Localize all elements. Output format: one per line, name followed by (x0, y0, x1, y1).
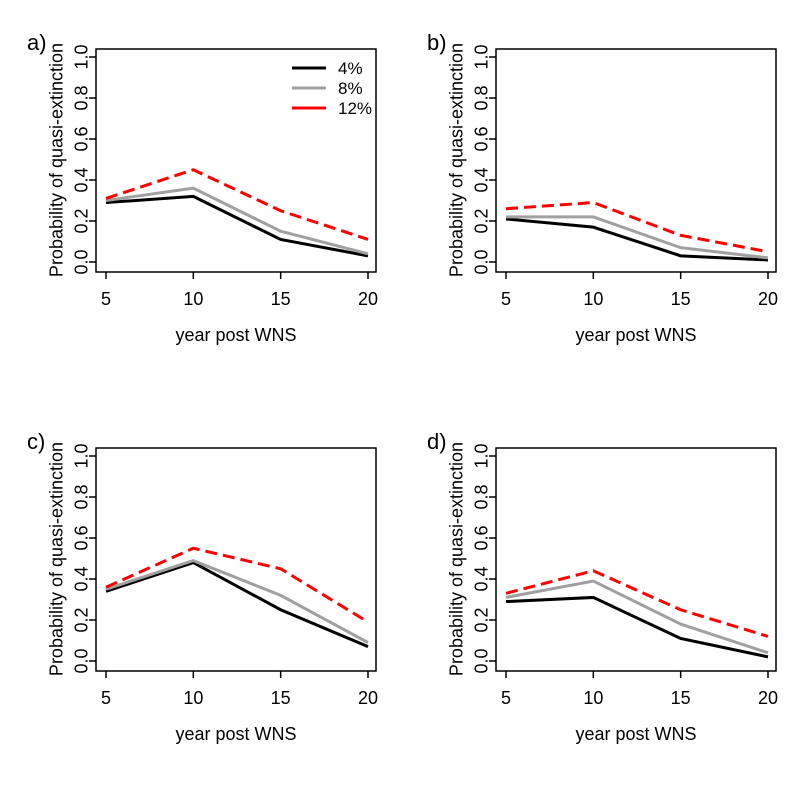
series-line-8pct (105, 558, 369, 644)
y-tick-label: 0.4 (71, 167, 91, 192)
y-tick-label: 1.0 (471, 443, 491, 468)
y-axis-title: Probability of quasi-extinction (446, 441, 467, 677)
x-axis-title: year post WNS (175, 724, 297, 744)
panel-d-plot-canvas: 5 10 15 20 0.0 0.2 0.4 0.6 0.8 1.0 (471, 443, 778, 708)
series-line-8pct (105, 186, 369, 256)
y-axis-title: Probability of quasi-extinction (46, 42, 67, 278)
panel-a-plot-canvas: 5 10 15 20 0.0 0.2 0.4 0.6 0.8 1.0 4%8%12% (71, 44, 378, 309)
legend-label-12pct: 12% (338, 99, 372, 118)
panel-label: c) (27, 429, 46, 454)
series-line-8pct (506, 215, 769, 260)
series-line-12pct (505, 201, 769, 254)
y-tick-label: 0.0 (71, 249, 91, 274)
plot-box (95, 447, 377, 672)
x-tick-label: 5 (501, 688, 511, 708)
x-tick-label: 15 (671, 289, 691, 309)
panel-c: 5 10 15 20 0.0 0.2 0.4 0.6 0.8 1.0 c) Probability… (0, 399, 400, 798)
y-tick-label: 0.8 (471, 85, 491, 110)
series-line-4pct (505, 595, 769, 659)
x-tick-label: 20 (758, 289, 778, 309)
x-tick-label: 10 (583, 289, 603, 309)
series-line-12pct (505, 569, 769, 638)
y-tick-label: 0.4 (471, 566, 491, 591)
legend-label-8pct: 8% (338, 79, 363, 98)
y-axis-title: Probability of quasi-extinction (46, 441, 67, 677)
y-tick-label: 0.6 (71, 525, 91, 550)
panel-d: 5 10 15 20 0.0 0.2 0.4 0.6 0.8 1.0 d) Probability… (400, 399, 800, 798)
y-tick-label: 0.8 (71, 85, 91, 110)
y-tick-label: 0.6 (471, 525, 491, 550)
x-tick-label: 20 (758, 688, 778, 708)
y-tick-label: 0.2 (71, 607, 91, 632)
panel-label: b) (427, 30, 447, 55)
x-tick-label: 10 (183, 289, 203, 309)
x-tick-label: 20 (358, 688, 378, 708)
y-tick-label: 0.8 (471, 484, 491, 509)
y-tick-label: 1.0 (471, 44, 491, 69)
x-tick-label: 15 (271, 289, 291, 309)
y-tick-label: 0.0 (471, 249, 491, 274)
panel-b-plot-canvas: 5 10 15 20 0.0 0.2 0.4 0.6 0.8 1.0 (471, 44, 778, 309)
y-axis-title: Probability of quasi-extinction (446, 42, 467, 278)
y-tick-label: 0.6 (471, 126, 491, 151)
plot-box (495, 48, 777, 273)
series-line-12pct (105, 168, 369, 241)
panel-b: 5 10 15 20 0.0 0.2 0.4 0.6 0.8 1.0 b) Probability… (400, 0, 800, 399)
x-tick-label: 15 (671, 688, 691, 708)
x-tick-label: 10 (583, 688, 603, 708)
x-tick-label: 5 (101, 688, 111, 708)
series-line-12pct (105, 546, 369, 624)
x-tick-label: 20 (358, 289, 378, 309)
x-tick-label: 5 (101, 289, 111, 309)
y-tick-label: 0.6 (71, 126, 91, 151)
panel-label: d) (427, 429, 447, 454)
series-line-4pct (105, 560, 369, 649)
legend: 4%8%12% (292, 59, 372, 118)
y-tick-label: 1.0 (71, 443, 91, 468)
series-line-4pct (505, 217, 769, 262)
plot-box (95, 48, 377, 273)
y-tick-label: 0.2 (471, 208, 491, 233)
panel-a: 5 10 15 20 0.0 0.2 0.4 0.6 0.8 1.0 4% 8% 12% a) Prob… (0, 0, 400, 399)
plot-box (495, 447, 777, 672)
y-tick-label: 0.4 (71, 566, 91, 591)
panel-c-plot-canvas: 5 10 15 20 0.0 0.2 0.4 0.6 0.8 1.0 (71, 443, 378, 708)
panel-label: a) (27, 30, 47, 55)
series-line-4pct (105, 194, 369, 258)
y-tick-label: 0.2 (71, 208, 91, 233)
x-axis-title: year post WNS (575, 325, 697, 345)
y-tick-label: 0.2 (471, 607, 491, 632)
y-tick-label: 0.8 (71, 484, 91, 509)
y-tick-label: 0.4 (471, 167, 491, 192)
y-tick-label: 0.0 (71, 648, 91, 673)
y-tick-label: 1.0 (71, 44, 91, 69)
x-tick-label: 15 (271, 688, 291, 708)
y-tick-label: 0.0 (471, 648, 491, 673)
legend-label-4pct: 4% (338, 59, 363, 78)
x-axis-title: year post WNS (575, 724, 697, 744)
series-line-8pct (505, 579, 769, 655)
x-tick-label: 10 (183, 688, 203, 708)
x-tick-label: 5 (501, 289, 511, 309)
x-axis-title: year post WNS (175, 325, 297, 345)
